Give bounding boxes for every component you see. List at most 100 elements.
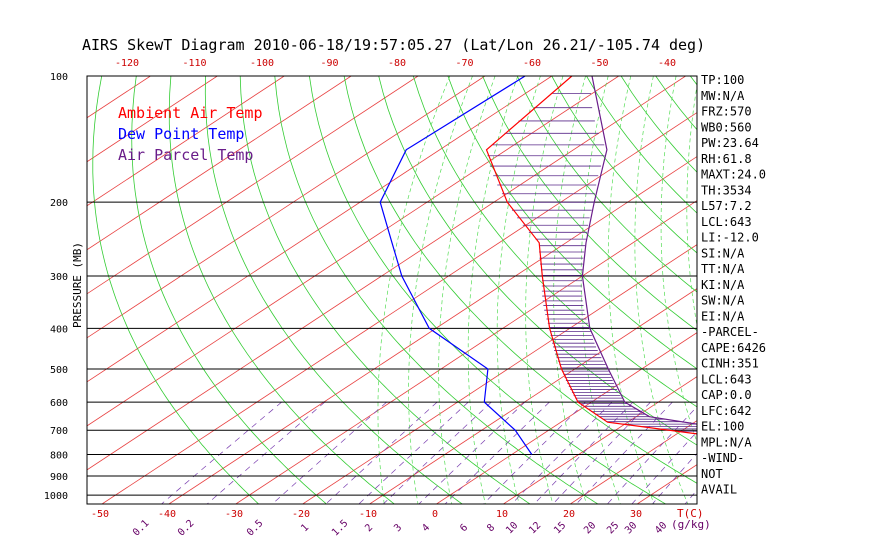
pressure-tick-label: 900 [50,472,68,483]
isotherm-line [0,76,17,504]
legend-entry: Ambient Air Temp [118,104,263,122]
moist-adiabat [438,76,496,504]
bottom-temp-tick-label: 30 [630,509,642,520]
mixing-ratio-line [483,401,586,504]
isotherm-line [87,76,352,251]
mixing-ratio-tick-label: 6 [458,522,470,534]
mixing-ratio-tick-label: 0.5 [245,518,266,539]
bottom-temp-tick-label: -30 [225,509,243,520]
isotherm-line [87,76,419,295]
bottom-temp-tick-label: -20 [292,509,310,520]
pressure-tick-label: 700 [50,426,68,437]
mixing-ratio-tick-label: 15 [552,520,568,536]
stability-index: EI:N/A [701,309,745,323]
mixing-ratio-line [161,401,282,504]
isotherm-line [87,76,218,163]
isotherm-line [87,76,285,207]
mixing-ratio-tick-label: 8 [485,522,497,534]
pressure-tick-label: 1000 [44,491,68,502]
mixing-ratio-tick-label: 0.1 [131,518,152,539]
dry-adiabat [131,76,327,504]
stability-index: SW:N/A [701,294,745,308]
mixing-ratio-line [383,401,492,504]
moist-adiabat [580,76,621,504]
stability-index: CAP:0.0 [701,388,752,402]
stability-index: EL:100 [701,420,744,434]
mixing-ratio-line [325,401,438,504]
stability-index: RH:61.8 [701,152,752,166]
dry-adiabat [760,76,870,504]
dry-adiabat [168,76,395,504]
isotherm-line [87,76,553,383]
top-temp-tick-label: -40 [658,58,676,69]
ambient-air-temp-line [485,76,697,435]
pressure-tick-label: 100 [50,72,68,83]
pressure-tick-label: 500 [50,365,68,376]
stability-index: WB0:560 [701,120,752,134]
pressure-tick-label: 300 [50,272,68,283]
legend-entry: Air Parcel Temp [118,146,253,164]
moist-adiabat [496,76,541,504]
stability-index: TH:3534 [701,183,752,197]
mixing-ratio-unit-label: (g/kg) [671,518,711,531]
isotherm-line [87,76,619,427]
mixing-ratio-tick-label: 10 [504,520,520,536]
stability-index: TT:N/A [701,262,745,276]
stability-index: MAXT:24.0 [701,168,766,182]
top-temp-tick-label: -120 [115,58,139,69]
isotherm-line [87,76,486,339]
dry-adiabat [412,76,697,408]
mixing-ratio-tick-label: 1.5 [330,518,351,539]
top-temp-tick-label: -50 [590,58,608,69]
stability-index: MPL:N/A [701,435,752,449]
stability-index: AVAIL [701,483,737,497]
stability-index: KI:N/A [701,278,745,292]
stability-index: MW:N/A [701,89,745,103]
isotherm-line [570,420,697,504]
mixing-ratio-line [684,489,697,504]
mixing-ratio-tick-label: 1 [299,522,311,534]
pressure-tick-label: 400 [50,324,68,335]
top-temp-tick-label: -100 [250,58,274,69]
mixing-ratio-line [652,452,697,504]
stability-index: -WIND- [701,451,744,465]
dry-adiabat [829,76,870,504]
isotherm-line [503,376,697,504]
stability-index: FRZ:570 [701,105,752,119]
dry-adiabat [794,76,870,504]
stability-index: -PARCEL- [701,325,759,339]
top-temp-tick-label: -60 [523,58,541,69]
isotherm-line [436,332,697,504]
stability-index: LI:-12.0 [701,231,759,245]
isotherm-line [235,200,697,504]
plot-frame [86,75,698,505]
moist-adiabat [377,76,451,504]
bottom-temp-tick-label: 20 [563,509,575,520]
dry-adiabat [239,76,531,504]
moist-adiabat [408,76,473,504]
pressure-tick-label: 600 [50,398,68,409]
dry-adiabat [204,76,463,504]
bottom-temp-tick-label: -10 [359,509,377,520]
moist-adiabat [525,76,564,504]
dry-adiabat [864,76,870,504]
isotherm-line [87,76,686,471]
isotherm-line [369,288,697,504]
mixing-ratio-tick-label: 4 [420,522,432,534]
mixing-ratio-tick-label: 25 [605,520,621,536]
stability-index: TP:100 [701,73,744,87]
isotherm-line [771,76,870,504]
stability-index: SI:N/A [701,246,745,260]
stability-index: LCL:643 [701,372,752,386]
mixing-ratio-line [206,401,326,504]
dry-adiabat [482,76,697,331]
mixing-ratio-line [533,401,634,504]
top-temp-tick-label: -70 [455,58,473,69]
top-temp-tick-label: -80 [388,58,406,69]
chart-title: AIRS SkewT Diagram 2010-06-18/19:57:05.2… [82,36,705,54]
dry-adiabat [92,76,259,504]
moist-adiabat [634,76,689,504]
air-parcel-temp-line [581,76,697,425]
bottom-temp-tick-label: 10 [496,509,508,520]
